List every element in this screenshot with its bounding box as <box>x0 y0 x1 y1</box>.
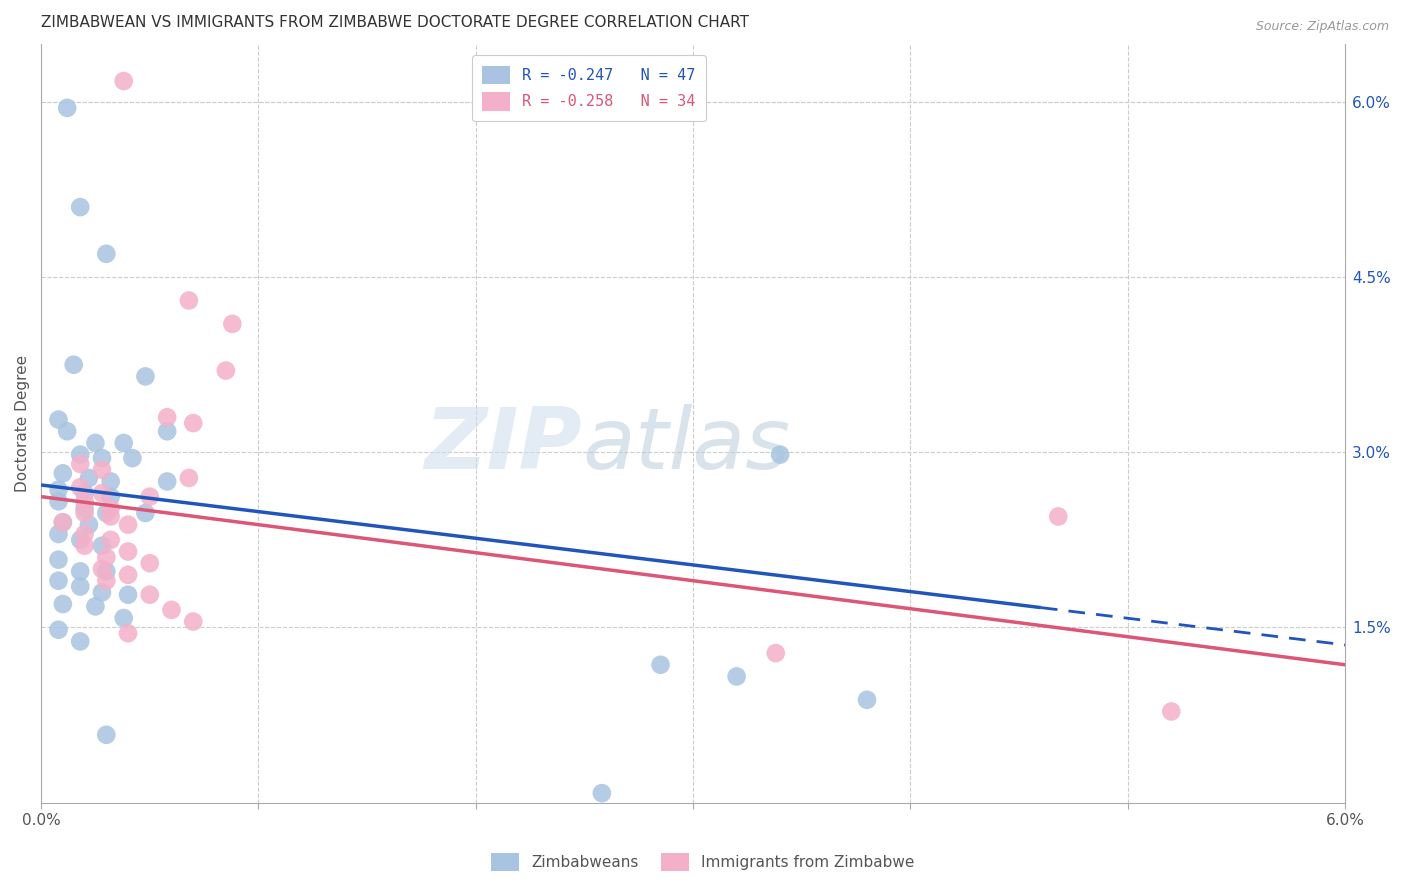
Point <box>91 451 114 466</box>
Point <box>650 657 672 672</box>
Point <box>100 490 122 504</box>
Point <box>856 693 879 707</box>
Point <box>91 463 114 477</box>
Point <box>73 486 96 500</box>
Text: atlas: atlas <box>582 404 790 487</box>
Point <box>725 669 748 683</box>
Point <box>177 471 200 485</box>
Point <box>91 486 114 500</box>
Point <box>84 436 107 450</box>
Point <box>1047 509 1070 524</box>
Point <box>73 527 96 541</box>
Point <box>69 448 91 462</box>
Point <box>221 317 243 331</box>
Point <box>91 562 114 576</box>
Point <box>121 451 143 466</box>
Point <box>591 786 613 800</box>
Legend: R = -0.247   N = 47, R = -0.258   N = 34: R = -0.247 N = 47, R = -0.258 N = 34 <box>471 55 706 121</box>
Point <box>139 490 162 504</box>
Point <box>112 74 135 88</box>
Point <box>181 416 204 430</box>
Point <box>69 480 91 494</box>
Point <box>73 506 96 520</box>
Text: ZIP: ZIP <box>425 404 582 487</box>
Point <box>156 475 179 489</box>
Point <box>100 501 122 516</box>
Point <box>765 646 787 660</box>
Point <box>100 509 122 524</box>
Point <box>177 293 200 308</box>
Point <box>69 634 91 648</box>
Point <box>73 539 96 553</box>
Point <box>52 467 75 481</box>
Point <box>96 506 118 520</box>
Point <box>96 728 118 742</box>
Point <box>112 436 135 450</box>
Point <box>48 494 70 508</box>
Point <box>69 565 91 579</box>
Point <box>52 597 75 611</box>
Point <box>156 424 179 438</box>
Point <box>117 626 139 640</box>
Point <box>91 585 114 599</box>
Point <box>96 565 118 579</box>
Point <box>117 544 139 558</box>
Point <box>112 611 135 625</box>
Point <box>56 424 79 438</box>
Point <box>73 501 96 516</box>
Y-axis label: Doctorate Degree: Doctorate Degree <box>15 354 30 491</box>
Point <box>69 200 91 214</box>
Point <box>48 623 70 637</box>
Point <box>69 580 91 594</box>
Point <box>100 475 122 489</box>
Point <box>117 588 139 602</box>
Point <box>52 516 75 530</box>
Text: ZIMBABWEAN VS IMMIGRANTS FROM ZIMBABWE DOCTORATE DEGREE CORRELATION CHART: ZIMBABWEAN VS IMMIGRANTS FROM ZIMBABWE D… <box>41 15 749 30</box>
Point <box>134 369 156 384</box>
Point <box>62 358 84 372</box>
Point <box>48 574 70 588</box>
Text: Source: ZipAtlas.com: Source: ZipAtlas.com <box>1256 20 1389 33</box>
Point <box>77 471 100 485</box>
Point <box>160 603 183 617</box>
Point <box>96 574 118 588</box>
Point <box>77 517 100 532</box>
Point <box>117 517 139 532</box>
Point <box>117 567 139 582</box>
Point <box>48 552 70 566</box>
Point <box>52 516 75 530</box>
Point <box>1160 705 1182 719</box>
Point <box>48 412 70 426</box>
Point <box>100 533 122 547</box>
Point <box>96 247 118 261</box>
Point <box>769 448 792 462</box>
Point <box>56 101 79 115</box>
Point <box>139 588 162 602</box>
Point <box>156 410 179 425</box>
Point <box>69 457 91 471</box>
Point <box>215 363 238 377</box>
Point <box>48 527 70 541</box>
Point <box>134 506 156 520</box>
Point <box>96 550 118 565</box>
Point <box>69 533 91 547</box>
Point <box>84 599 107 614</box>
Point <box>73 494 96 508</box>
Legend: Zimbabweans, Immigrants from Zimbabwe: Zimbabweans, Immigrants from Zimbabwe <box>485 847 921 877</box>
Point <box>181 615 204 629</box>
Point <box>139 556 162 570</box>
Point <box>48 483 70 497</box>
Point <box>91 539 114 553</box>
